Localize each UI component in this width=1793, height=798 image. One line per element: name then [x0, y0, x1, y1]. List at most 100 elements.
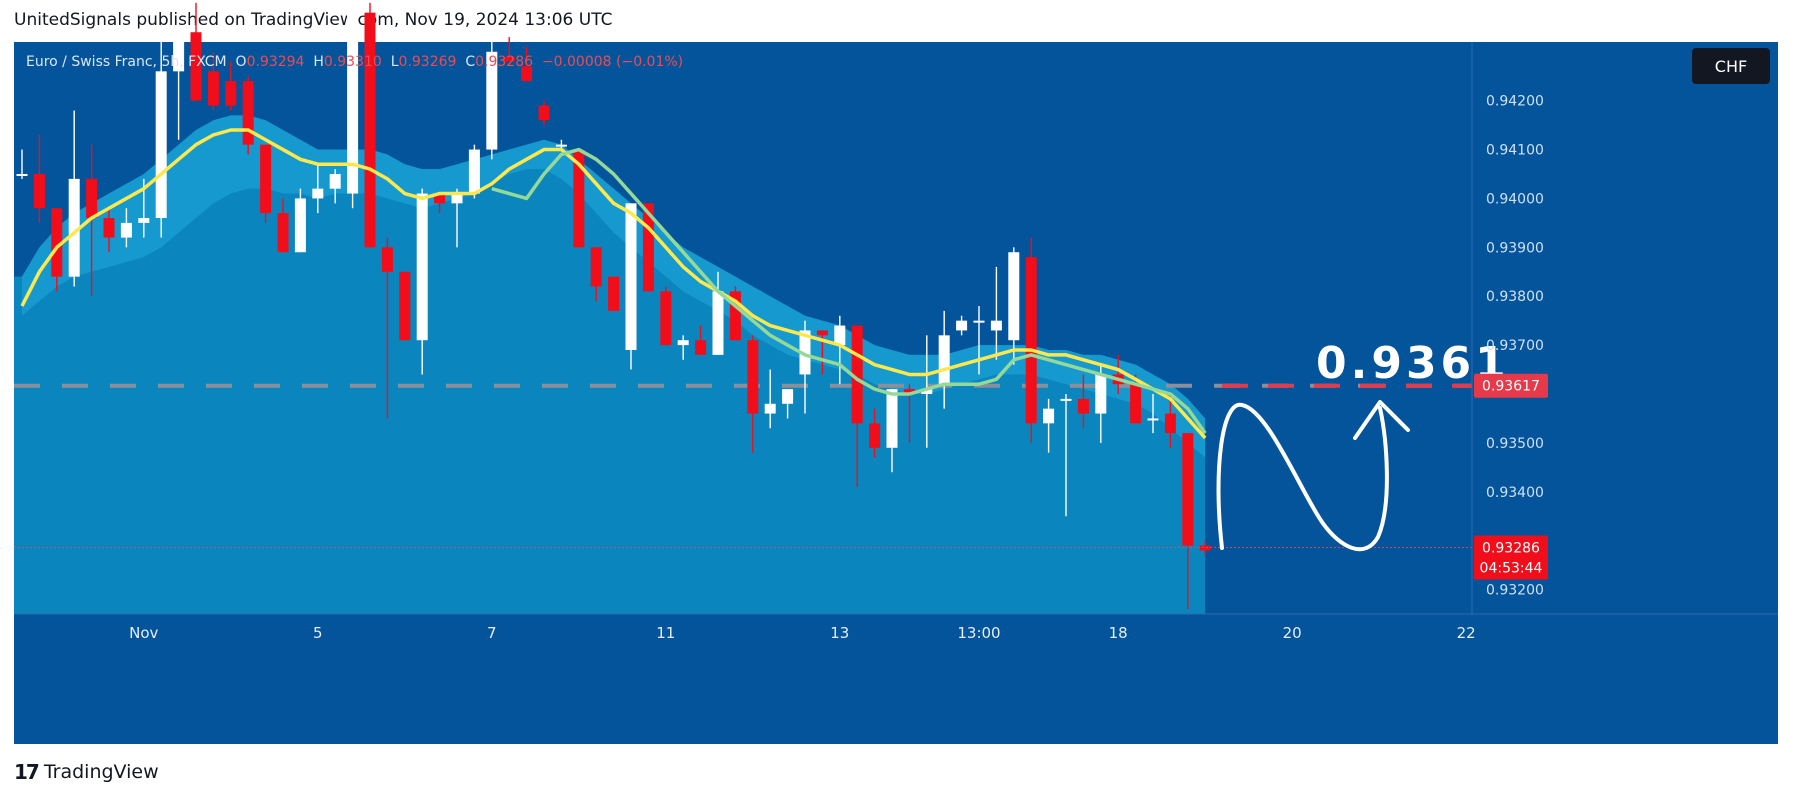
candle	[1095, 364, 1107, 443]
candle-body	[329, 174, 341, 189]
candle	[173, 27, 185, 140]
candle	[103, 208, 115, 253]
candle-body	[190, 32, 202, 101]
candle-body	[16, 174, 28, 176]
candle-body	[973, 320, 985, 323]
candle	[486, 32, 498, 160]
candle-body	[712, 291, 724, 355]
candle-body	[242, 81, 254, 145]
price-tick: 0.93400	[1486, 485, 1544, 501]
candle	[990, 266, 1002, 360]
high-value: 0.93310	[323, 54, 382, 70]
brand-name: TradingView	[43, 761, 159, 783]
candle	[312, 164, 324, 214]
time-tick: 5	[313, 624, 323, 642]
candle-body	[51, 208, 63, 277]
candle-body	[33, 174, 45, 209]
ma-layer	[20, 128, 1207, 440]
price-tick: 0.93800	[1486, 289, 1544, 305]
candle	[729, 286, 741, 341]
publish-header: UnitedSignals published on TradingView.c…	[14, 10, 613, 30]
change-value: −0.00008 (−0.01%)	[541, 54, 684, 70]
candle-body	[364, 12, 376, 248]
candle-body	[608, 276, 620, 311]
price-tick: 0.94100	[1486, 143, 1544, 159]
candle-body	[1164, 413, 1176, 434]
candle-body	[834, 325, 846, 346]
candle	[625, 203, 637, 370]
candle	[68, 110, 80, 287]
candle-body	[173, 37, 185, 72]
candle-body	[921, 389, 933, 394]
candle	[242, 76, 254, 155]
candle-body	[468, 149, 480, 194]
last-price-tag-text: 0.93286	[1482, 541, 1540, 557]
candle-body	[68, 178, 80, 277]
candle-body	[1147, 418, 1159, 421]
candle-body	[1008, 252, 1020, 341]
axis-layer: 0.94200 0.94100 0.94000 0.93900 0.93800 0.937…	[14, 42, 1778, 650]
candle-body	[103, 218, 115, 238]
footer-brand[interactable]: 𝟭𝟳 TradingView	[14, 760, 159, 784]
candle-body	[451, 193, 463, 204]
candle-body	[625, 203, 637, 350]
time-tick: 11	[656, 624, 675, 642]
candle	[590, 247, 602, 302]
candle-body	[990, 320, 1002, 331]
candle	[1008, 247, 1020, 365]
candle	[938, 310, 950, 409]
symbol-legend[interactable]: Euro / Swiss Franc, 5h, FXCM O0.93294 H0…	[26, 54, 683, 70]
candle	[434, 193, 446, 214]
candle-body	[86, 178, 98, 218]
candle	[1060, 394, 1072, 517]
close-label: C	[465, 54, 476, 70]
candle-body	[695, 340, 707, 355]
target-price-tag	[1474, 373, 1548, 398]
candle-body	[503, 56, 515, 62]
candle	[712, 271, 724, 355]
candle	[886, 389, 898, 473]
candle	[1147, 394, 1159, 434]
candle	[1077, 374, 1089, 429]
candle-body	[1060, 398, 1072, 401]
candle-body	[1043, 408, 1055, 424]
projection-arrowhead-icon	[1353, 400, 1410, 440]
time-tick: 7	[487, 624, 497, 642]
candle	[1164, 394, 1176, 448]
candle	[677, 335, 689, 360]
candle	[207, 51, 219, 111]
close-value: 0.93286	[475, 54, 534, 70]
price-tick: 0.93700	[1486, 338, 1544, 354]
candle-body	[642, 203, 654, 292]
candle-body	[677, 340, 689, 346]
candle-body	[956, 320, 968, 331]
candle	[503, 37, 515, 62]
candle	[190, 2, 202, 101]
time-tick: 13	[830, 624, 849, 642]
fast-ma-line	[20, 128, 1207, 440]
candle-body	[1199, 545, 1211, 551]
candle	[538, 100, 550, 126]
candle	[695, 325, 707, 355]
candle	[16, 149, 28, 179]
candle-body	[799, 330, 811, 375]
candle-body	[347, 12, 359, 194]
countdown-text: 04:53:44	[1480, 561, 1543, 577]
candle	[764, 369, 776, 429]
time-tick: 20	[1283, 624, 1302, 642]
candle-body	[660, 291, 672, 346]
candle	[451, 188, 463, 248]
candle-layer	[16, 2, 1211, 610]
currency-badge[interactable]: CHF	[1692, 48, 1770, 84]
candle	[399, 271, 411, 341]
candle-body	[486, 51, 498, 150]
last-price-tag	[1474, 535, 1548, 580]
candle-body	[851, 325, 863, 424]
candle	[33, 134, 45, 223]
candle-body	[434, 193, 446, 204]
price-tick: 0.93200	[1486, 583, 1544, 599]
candle	[660, 286, 672, 346]
candle-body	[1077, 398, 1089, 414]
candle-body	[1095, 374, 1107, 414]
